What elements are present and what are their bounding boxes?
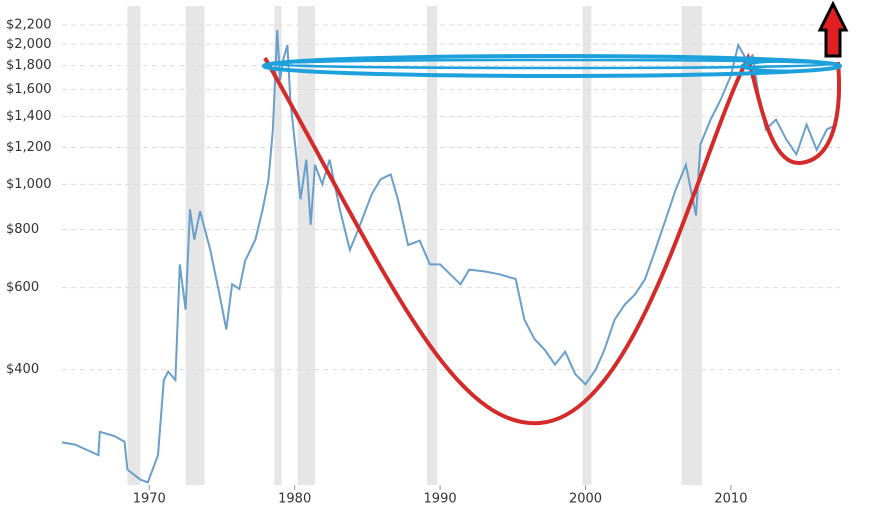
y-tick-label: $1,400 [6, 109, 52, 124]
y-tick-label: $1,200 [6, 140, 52, 155]
y-tick-label: $400 [6, 362, 39, 377]
recession-band [274, 6, 282, 485]
cup-curve [263, 52, 842, 426]
x-tick-label: 1980 [278, 492, 311, 507]
recession-band [185, 6, 205, 485]
recession-band [427, 6, 438, 485]
annotations [262, 0, 849, 426]
recession-band [297, 6, 316, 485]
x-tick-label: 1970 [133, 492, 166, 507]
x-tick-label: 2010 [714, 492, 747, 507]
price-line [61, 29, 838, 484]
recession-band [681, 6, 702, 485]
y-tick-label: $1,000 [6, 177, 52, 192]
resistance-ellipse [740, 59, 840, 73]
y-tick-label: $2,000 [6, 37, 52, 52]
recession-band [127, 6, 141, 485]
y-tick-label: $800 [6, 222, 39, 237]
resistance-ellipse [262, 54, 842, 78]
y-tick-label: $2,200 [6, 18, 52, 33]
plot-area: $400 $600 $800 $1,000 $1,200 $1,400 $1,600 $1,8… [6, 6, 840, 507]
y-tick-label: $1,800 [6, 58, 52, 73]
y-tick-label: $600 [6, 280, 39, 295]
x-tick-label: 2000 [569, 492, 602, 507]
y-tick-label: $1,600 [6, 82, 52, 97]
up-arrow [817, 0, 849, 58]
x-tick-label: 1990 [424, 492, 457, 507]
recession-band [582, 6, 592, 485]
